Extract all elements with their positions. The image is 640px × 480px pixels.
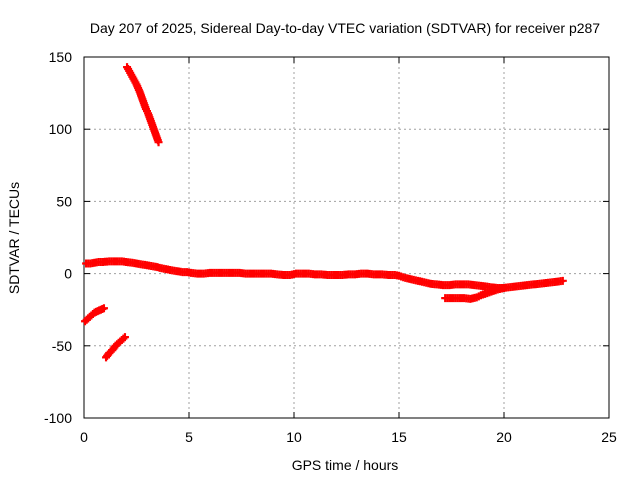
chart-title: Day 207 of 2025, Sidereal Day-to-day VTE… xyxy=(90,20,600,36)
y-tick-label: 150 xyxy=(49,49,73,65)
x-tick-label: 25 xyxy=(601,429,617,445)
axis-ticks xyxy=(83,56,610,419)
x-tick-labels: 0 5 10 15 20 25 xyxy=(80,429,617,445)
y-tick-label: -100 xyxy=(44,410,72,426)
x-tick-label: 15 xyxy=(391,429,407,445)
x-tick-label: 10 xyxy=(286,429,302,445)
y-axis-title: SDTVAR / TECUs xyxy=(6,182,22,294)
data-point xyxy=(154,138,163,147)
data-point xyxy=(120,333,129,342)
x-axis-title: GPS time / hours xyxy=(292,457,399,473)
y-tick-label: -50 xyxy=(52,338,72,354)
y-tick-labels: -100 -50 0 50 100 150 xyxy=(44,49,72,426)
x-tick-label: 0 xyxy=(80,429,88,445)
data-point xyxy=(558,276,567,285)
data-point xyxy=(99,304,108,313)
grid-lines xyxy=(84,57,609,418)
y-tick-label: 0 xyxy=(64,266,72,282)
data-point xyxy=(500,284,508,293)
y-tick-label: 100 xyxy=(49,121,73,137)
y-tick-label: 50 xyxy=(56,193,72,209)
plot-frame xyxy=(83,56,610,419)
x-tick-label: 5 xyxy=(185,429,193,445)
data-markers xyxy=(81,63,567,362)
x-tick-label: 20 xyxy=(496,429,512,445)
